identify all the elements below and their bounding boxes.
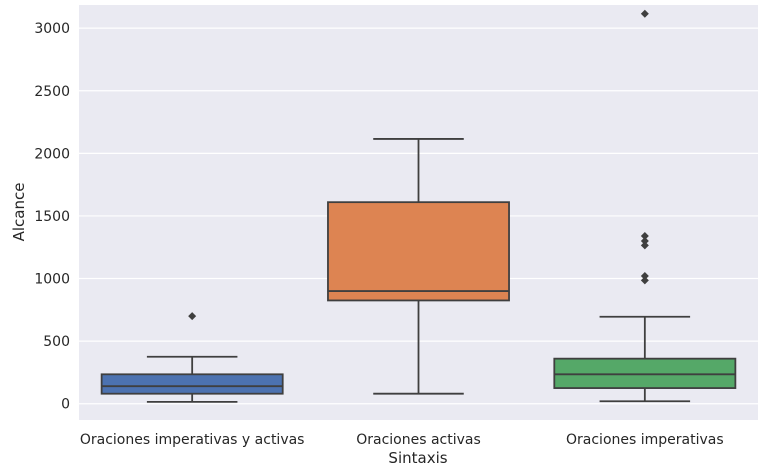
y-tick-label: 1000 [34,272,70,288]
y-tick-label: 3000 [34,21,70,37]
outlier-point [640,231,649,240]
outlier-point [640,241,649,250]
box-body [553,357,737,389]
x-tick-label: Oraciones imperativas [566,432,724,448]
y-axis-label: Alcance [10,183,28,242]
outlier-point [640,272,649,281]
outlier-point [188,312,197,321]
y-tick-label: 2000 [34,146,70,162]
x-axis-label: Sintaxis [388,449,447,467]
x-tick-label: Oraciones activas [356,432,481,448]
y-tick-label: 0 [61,397,70,413]
boxes [100,9,737,403]
y-tick-labels: 0 500 1000 1500 2000 2500 3000 [34,21,70,413]
x-tick-labels: Oraciones imperativas y activas Oraciones… [80,432,724,448]
box-body [100,373,284,395]
outlier-point [640,276,649,285]
x-tick-label: Oraciones imperativas y activas [80,432,305,448]
y-tick-label: 500 [43,334,70,350]
box-body [327,201,510,302]
outlier-point [640,9,649,18]
y-tick-label: 2500 [34,84,70,100]
outlier-point [640,236,649,245]
y-tick-label: 1500 [34,209,70,225]
